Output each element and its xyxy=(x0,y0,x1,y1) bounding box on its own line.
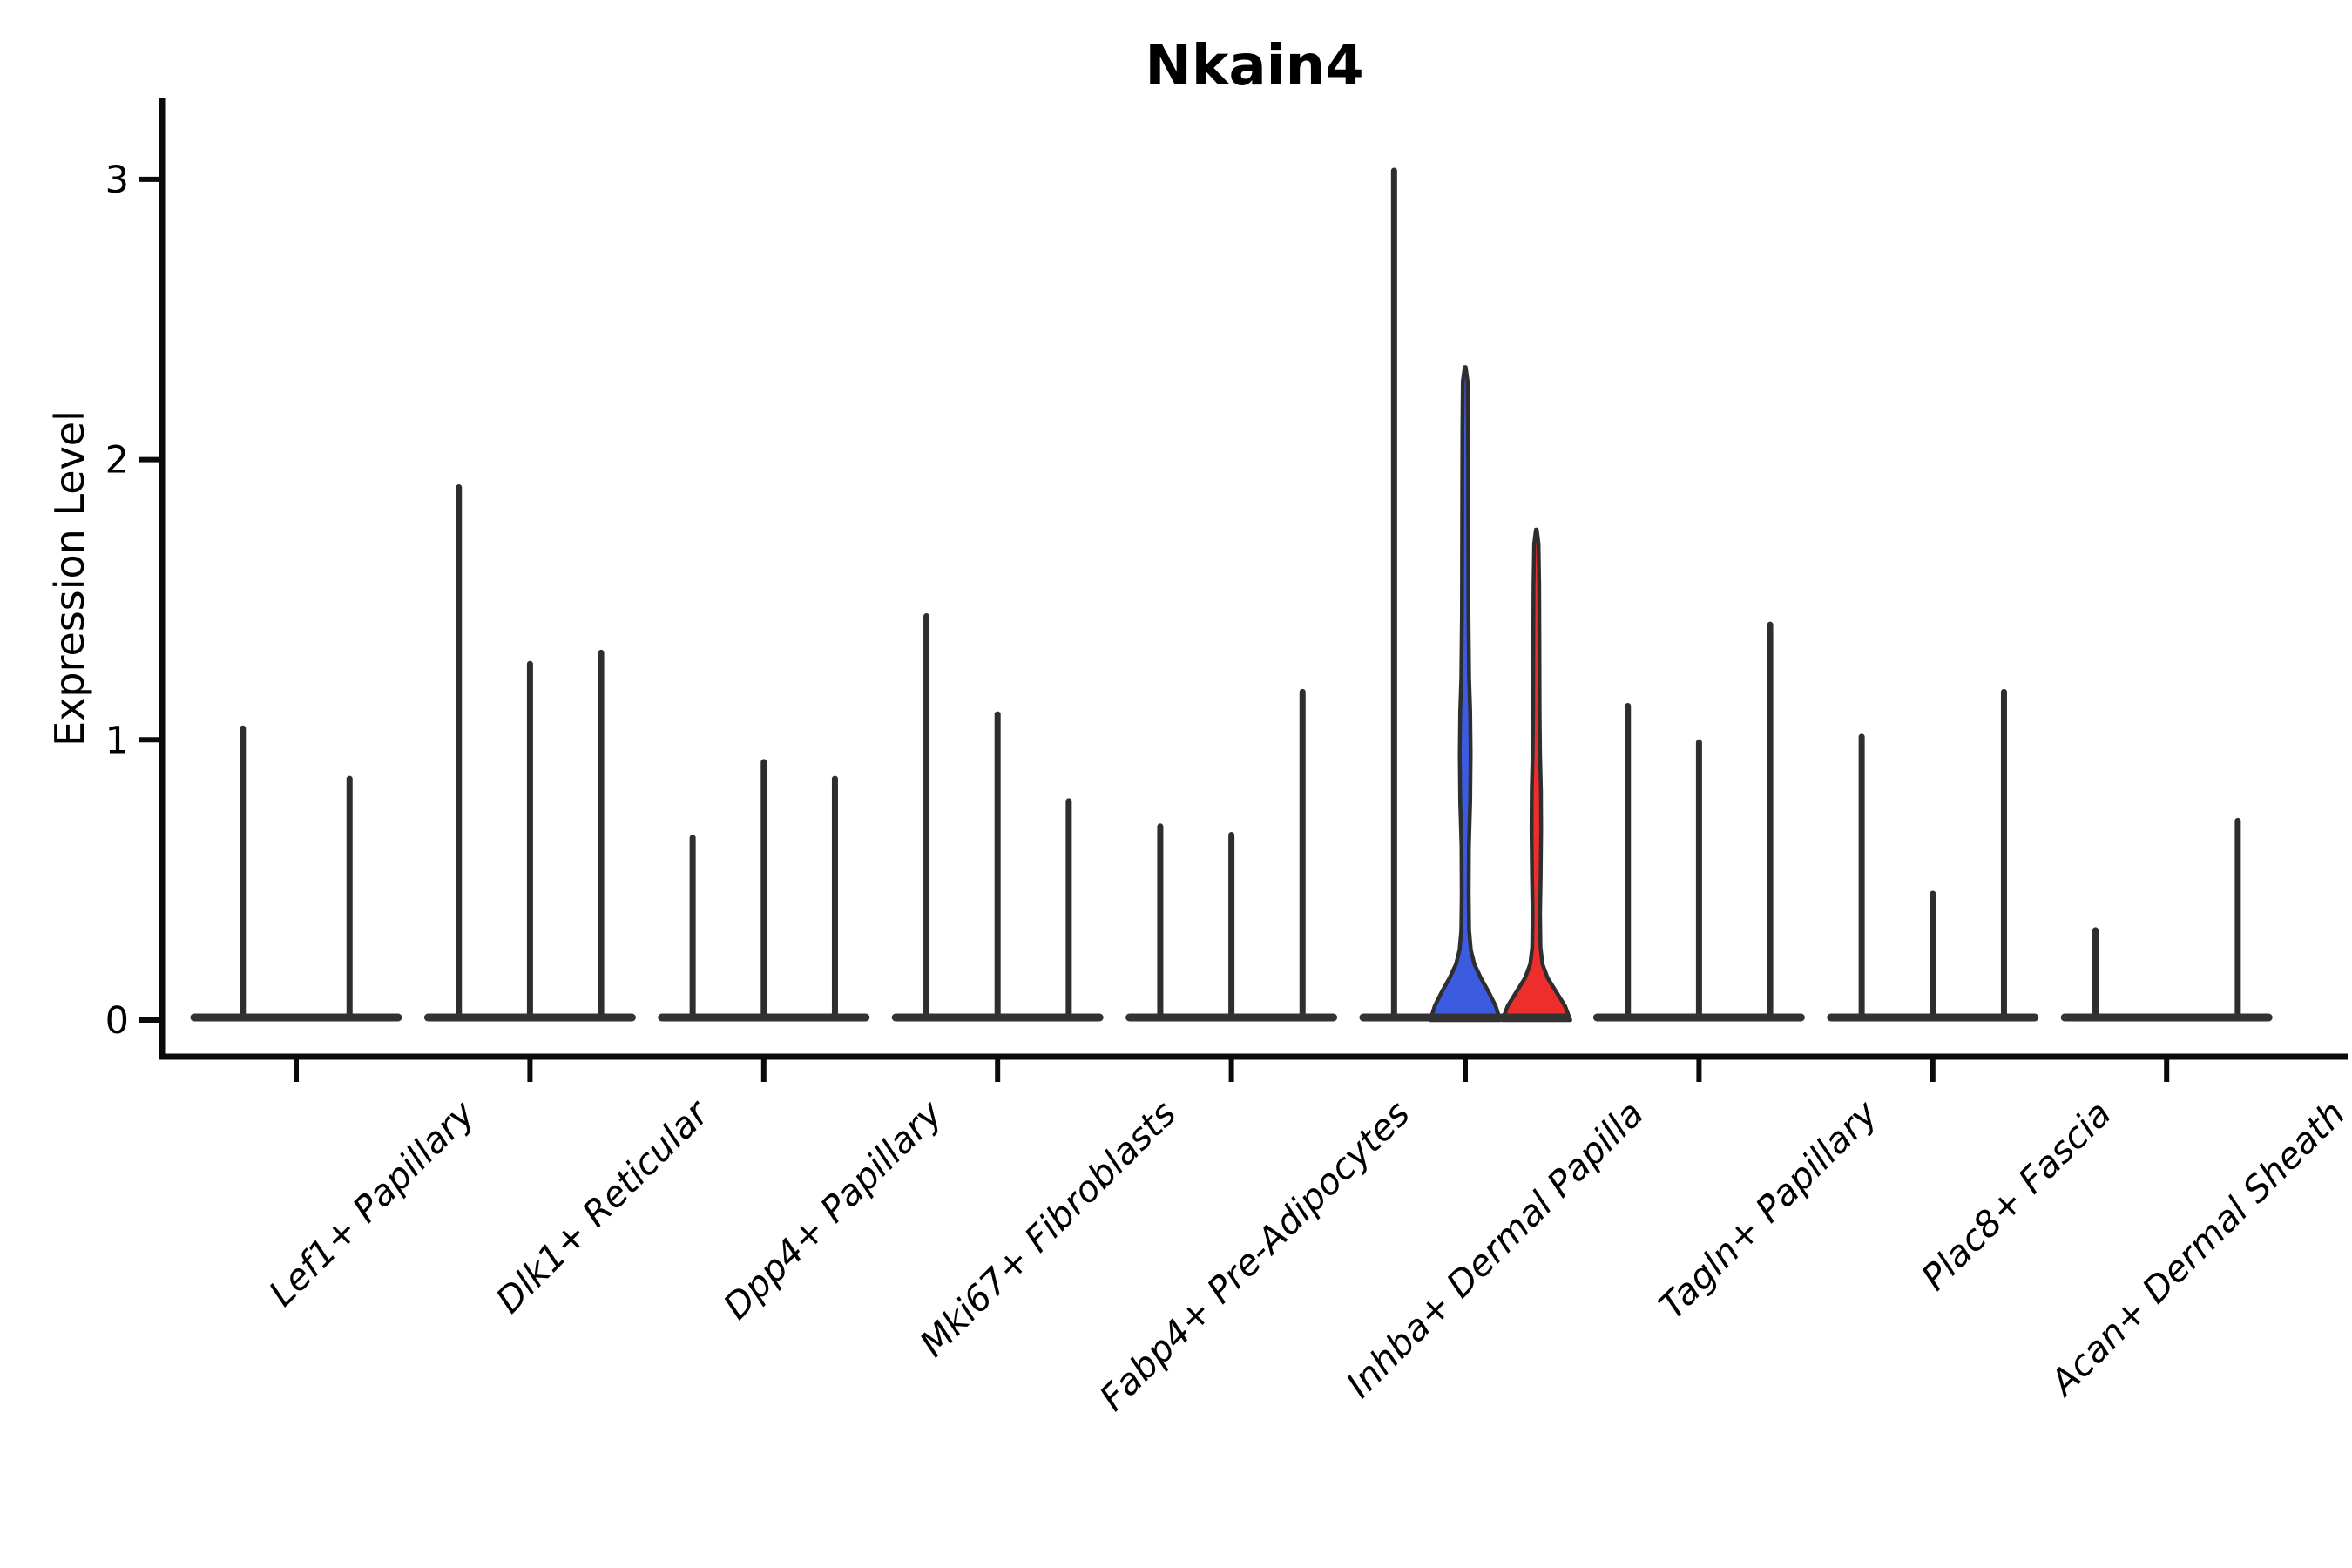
y-tick-label: 2 xyxy=(105,439,129,483)
y-axis-label: Expression Level xyxy=(46,410,93,747)
y-tick-label: 1 xyxy=(105,719,129,762)
violin-group-base xyxy=(891,1013,1104,1022)
violin-group-base xyxy=(1592,1013,1805,1022)
violin-group-base xyxy=(658,1013,870,1022)
x-tick-label: Lef1+ Papillary xyxy=(260,1092,483,1315)
x-tick-label: Dlk1+ Reticular xyxy=(488,1092,718,1321)
x-tick-label: Plac8+ Fascia xyxy=(1913,1092,2119,1298)
x-tick-label: Mki67+ Fibroblasts xyxy=(911,1092,1184,1365)
violin-group-base xyxy=(1125,1013,1338,1022)
x-tick-label: Tagln+ Papillary xyxy=(1651,1092,1886,1328)
violin-group-base xyxy=(1359,1013,1571,1022)
chart-title: Nkain4 xyxy=(1145,34,1363,98)
plot-layer xyxy=(190,167,2273,1023)
violin-group-base xyxy=(2060,1013,2273,1022)
violin-red xyxy=(1500,527,1572,1023)
violin-group-base xyxy=(1827,1013,2039,1022)
x-tick-label: Dpp4+ Papillary xyxy=(715,1092,950,1328)
violin-group-base xyxy=(190,1013,402,1022)
y-tick-label: 3 xyxy=(105,159,129,202)
violin-group-base xyxy=(423,1013,636,1022)
y-tick-label: 0 xyxy=(105,999,129,1043)
violin-blue xyxy=(1428,365,1503,1023)
axes-layer: 0 1 2 3 Lef1+ Papillary Dlk1+ ReticularDpp4+ … xyxy=(105,98,2352,1419)
